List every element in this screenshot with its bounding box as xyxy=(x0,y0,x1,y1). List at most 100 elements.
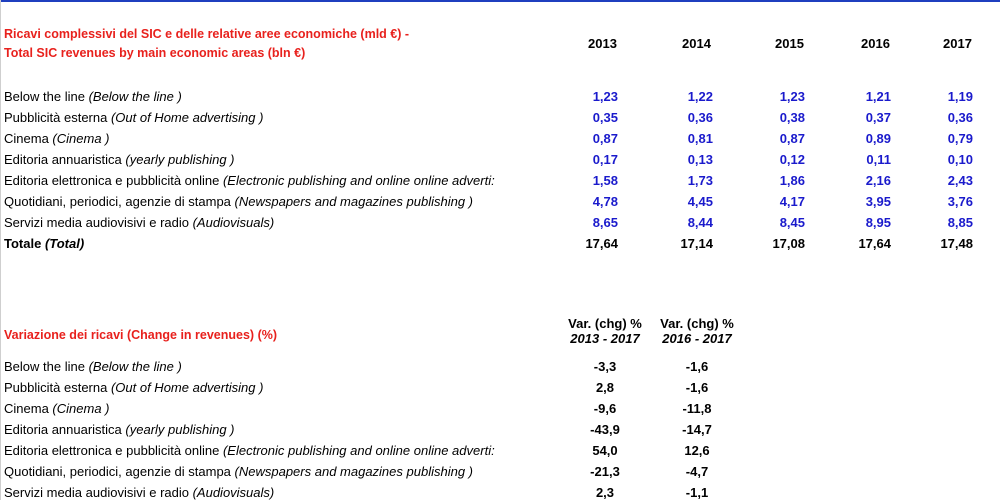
value-cell: -11,8 xyxy=(682,401,712,416)
table-row: Cinema (Cinema ) 0,87 0,81 0,87 0,89 0,79 xyxy=(0,128,1000,149)
row-label: Editoria annuaristica (yearly publishing… xyxy=(4,419,555,440)
value-cell: -9,6 xyxy=(593,401,617,416)
value-cell: 4,17 xyxy=(779,194,805,209)
row-label: Below the line (Below the line ) xyxy=(4,86,555,107)
value-cell: 0,10 xyxy=(947,152,973,167)
row-label-it: Totale xyxy=(4,236,45,251)
row-label: Pubblicità esterna (Out of Home advertis… xyxy=(4,377,555,398)
table-row: Pubblicità esterna (Out of Home advertis… xyxy=(0,377,1000,398)
value-cell: 1,21 xyxy=(865,89,891,104)
value-cell: 0,37 xyxy=(865,110,891,125)
value-cell: 17,14 xyxy=(680,236,713,251)
value-cell: 17,64 xyxy=(858,236,891,251)
row-label-it: Editoria elettronica e pubblicità online xyxy=(4,173,223,188)
total-row: Totale (Total) 17,64 17,14 17,08 17,64 17,48 xyxy=(0,233,1000,254)
row-label-en: (Total) xyxy=(44,236,85,251)
value-cell: 4,78 xyxy=(592,194,618,209)
value-cell: -43,9 xyxy=(590,422,620,437)
row-label: Cinema (Cinema ) xyxy=(4,398,555,419)
value-cell: 0,89 xyxy=(865,131,891,146)
row-label-it: Servizi media audiovisivi e radio xyxy=(4,215,193,230)
value-cell: 0,87 xyxy=(592,131,618,146)
table-row: Editoria annuaristica (yearly publishing… xyxy=(0,149,1000,170)
value-cell: 2,3 xyxy=(595,485,615,500)
value-cell: 4,45 xyxy=(687,194,713,209)
change-table-title: Variazione dei ricavi (Change in revenue… xyxy=(4,328,278,342)
value-cell: 17,08 xyxy=(772,236,805,251)
value-cell: 1,23 xyxy=(592,89,618,104)
row-label-en: (yearly publishing ) xyxy=(125,422,235,437)
value-cell: -1,6 xyxy=(685,359,709,374)
value-cell: 12,6 xyxy=(684,443,710,458)
chg-header-period: 2016 - 2017 xyxy=(662,331,732,346)
value-cell: 8,44 xyxy=(687,215,713,230)
year-header-2017: 2017 xyxy=(943,36,972,51)
value-cell: 8,95 xyxy=(865,215,891,230)
row-label: Editoria elettronica e pubblicità online… xyxy=(4,170,555,191)
row-label-it: Quotidiani, periodici, agenzie di stampa xyxy=(4,464,235,479)
value-cell: -21,3 xyxy=(590,464,620,479)
value-cell: 8,45 xyxy=(779,215,805,230)
value-cell: 0,11 xyxy=(866,152,891,167)
top-border xyxy=(0,0,1000,2)
row-label: Quotidiani, periodici, agenzie di stampa… xyxy=(4,191,555,212)
year-header-2015: 2015 xyxy=(775,36,804,51)
row-label-it: Below the line xyxy=(4,89,89,104)
value-cell: -1,1 xyxy=(685,485,709,500)
value-cell: 0,13 xyxy=(687,152,713,167)
row-label-it: Editoria annuaristica xyxy=(4,422,126,437)
row-label-it: Below the line xyxy=(4,359,89,374)
table-row: Editoria elettronica e pubblicità online… xyxy=(0,170,1000,191)
value-cell: -4,7 xyxy=(685,464,709,479)
chg-header-2013-2017: Var. (chg) % 2013 - 2017 xyxy=(560,316,650,346)
table-row: Cinema (Cinema ) -9,6 -11,8 xyxy=(0,398,1000,419)
value-cell: 1,86 xyxy=(779,173,805,188)
row-label-en: (Electronic publishing and online online… xyxy=(222,443,495,458)
row-label-en: (yearly publishing ) xyxy=(125,152,235,167)
row-label-en: (Out of Home advertising ) xyxy=(110,380,264,395)
year-header-2016: 2016 xyxy=(861,36,890,51)
row-label: Pubblicità esterna (Out of Home advertis… xyxy=(4,107,555,128)
value-cell: 1,22 xyxy=(687,89,713,104)
row-label-en: (Newspapers and magazines publishing ) xyxy=(234,194,473,209)
row-label-it: Quotidiani, periodici, agenzie di stampa xyxy=(4,194,235,209)
row-label-en: (Audiovisuals) xyxy=(192,215,275,230)
value-cell: 2,16 xyxy=(865,173,891,188)
row-label-en: (Out of Home advertising ) xyxy=(110,110,264,125)
row-label-it: Cinema xyxy=(4,401,53,416)
value-cell: 2,43 xyxy=(947,173,973,188)
value-cell: 1,73 xyxy=(687,173,713,188)
chg-header-2016-2017: Var. (chg) % 2016 - 2017 xyxy=(652,316,742,346)
value-cell: 0,79 xyxy=(947,131,973,146)
year-header-2013: 2013 xyxy=(588,36,617,51)
value-cell: 3,95 xyxy=(865,194,891,209)
value-cell: 1,19 xyxy=(947,89,973,104)
table-row: Servizi media audiovisivi e radio (Audio… xyxy=(0,212,1000,233)
table-row: Quotidiani, periodici, agenzie di stampa… xyxy=(0,461,1000,482)
chg-header-label: Var. (chg) % xyxy=(660,316,734,331)
value-cell: -14,7 xyxy=(682,422,712,437)
row-label-en: (Cinema ) xyxy=(52,401,110,416)
row-label-en: (Newspapers and magazines publishing ) xyxy=(234,464,473,479)
value-cell: 8,85 xyxy=(947,215,973,230)
row-label: Cinema (Cinema ) xyxy=(4,128,555,149)
value-cell: 0,12 xyxy=(779,152,805,167)
row-label-it: Servizi media audiovisivi e radio xyxy=(4,485,193,500)
row-label: Editoria annuaristica (yearly publishing… xyxy=(4,149,555,170)
value-cell: 0,36 xyxy=(687,110,713,125)
value-cell: -3,3 xyxy=(593,359,617,374)
row-label: Totale (Total) xyxy=(4,233,555,254)
row-label-en: (Electronic publishing and online online… xyxy=(222,173,495,188)
table-row: Quotidiani, periodici, agenzie di stampa… xyxy=(0,191,1000,212)
value-cell: 0,17 xyxy=(592,152,618,167)
value-cell: 0,36 xyxy=(947,110,973,125)
table-row: Editoria annuaristica (yearly publishing… xyxy=(0,419,1000,440)
row-label: Quotidiani, periodici, agenzie di stampa… xyxy=(4,461,555,482)
title-line-2: Total SIC revenues by main economic area… xyxy=(4,46,306,60)
title-line-1: Ricavi complessivi del SIC e delle relat… xyxy=(4,27,410,41)
row-label-it: Cinema xyxy=(4,131,53,146)
value-cell: 54,0 xyxy=(592,443,618,458)
value-cell: 3,76 xyxy=(947,194,973,209)
left-border xyxy=(0,0,1,500)
table-row: Below the line (Below the line ) -3,3 -1,6 xyxy=(0,356,1000,377)
